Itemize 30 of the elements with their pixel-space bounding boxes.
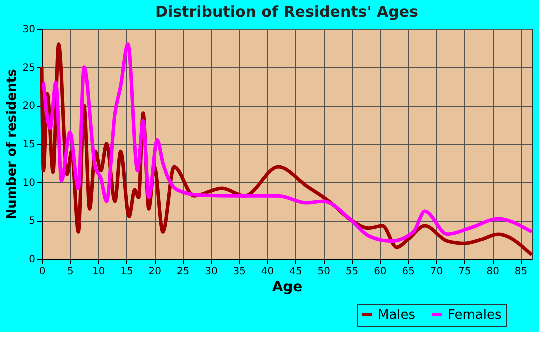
y-tick-label: 5 <box>29 216 36 228</box>
y-tick-label: 10 <box>22 178 36 189</box>
x-tick-label: 5 <box>67 266 74 278</box>
y-tick-label: 0 <box>29 254 36 266</box>
x-tick-label: 70 <box>430 266 444 278</box>
y-tick-label: 30 <box>22 24 36 36</box>
legend-label: Females <box>448 308 502 323</box>
y-axis-title: Number of residents <box>4 68 20 220</box>
x-tick-label: 60 <box>374 266 387 278</box>
x-tick-label: 50 <box>318 266 330 278</box>
x-tick-label: 25 <box>176 266 190 278</box>
x-tick-label: 30 <box>205 266 218 278</box>
x-tick-label: 0 <box>39 266 46 278</box>
x-axis-title: Age <box>272 280 303 296</box>
x-tick-label: 80 <box>486 266 500 278</box>
x-tick-label: 45 <box>290 266 302 278</box>
x-tick-label: 15 <box>120 266 134 278</box>
y-tick-label: 25 <box>22 62 36 74</box>
y-tick-label: 15 <box>22 140 36 150</box>
chart-title: Distribution of Residents' Ages <box>156 3 419 21</box>
x-tick-label: 85 <box>514 266 528 278</box>
x-tick-label: 75 <box>458 266 472 278</box>
x-tick-label: 10 <box>92 266 106 278</box>
x-tick-label: 20 <box>148 266 162 278</box>
x-tick-label: 65 <box>402 266 415 278</box>
legend-label: Males <box>378 308 416 323</box>
x-tick-label: 40 <box>261 266 274 278</box>
x-tick-label: 35 <box>233 266 246 278</box>
x-tick-label: 55 <box>346 266 359 278</box>
y-tick-label: 20 <box>22 101 36 112</box>
